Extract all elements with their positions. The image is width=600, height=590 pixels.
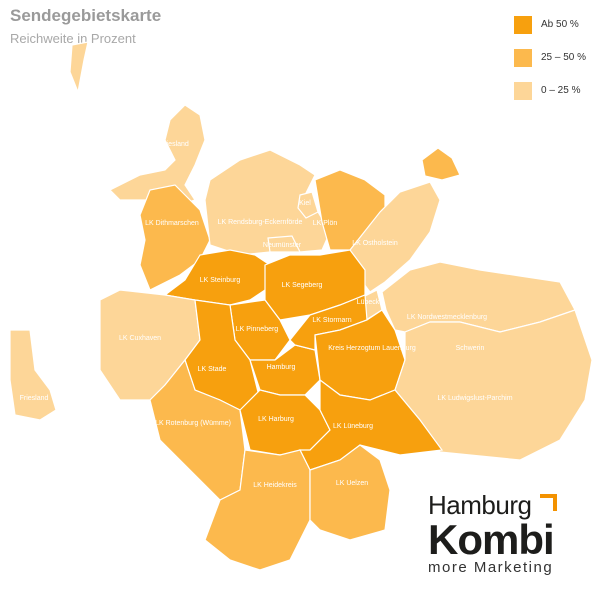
region-label: Kreis Herzogtum Lauenburg [328, 345, 416, 352]
region-label: Friesland [20, 395, 49, 402]
legend-label: 0 – 25 % [541, 85, 581, 96]
region-label: LK Plön [313, 220, 338, 227]
legend-label: 25 – 50 % [541, 52, 587, 63]
logo-line1: Hamburg [428, 490, 532, 520]
region-label: Hamburg [267, 364, 296, 371]
region-neumünster[interactable] [267, 235, 301, 253]
legend-swatch [514, 48, 532, 67]
legend-item-high: Ab 50 % [514, 8, 586, 41]
region-sylt[interactable] [69, 41, 89, 95]
legend-swatch [514, 15, 532, 34]
region-label: LK Steinburg [200, 277, 241, 284]
region-label: LK Pinneberg [236, 326, 279, 333]
region-lk-dithmarschen[interactable] [139, 184, 211, 291]
region-label: LK Uelzen [336, 480, 368, 487]
region-label: Lübeck [357, 299, 380, 306]
legend-item-low: 0 – 25 % [514, 74, 586, 107]
logo-line3: more Marketing [428, 559, 554, 576]
region-label: Neumünster [263, 242, 302, 249]
region-label: LK Ostholstein [352, 240, 398, 247]
region-friesland[interactable] [9, 329, 57, 421]
region-label: LK Stormarn [312, 317, 351, 324]
region-label: LK Rendsburg-Eckernförde [218, 219, 303, 226]
page-subtitle: Reichweite in Prozent [10, 31, 136, 46]
region-label: LK Lüneburg [333, 423, 373, 430]
legend-item-mid: 25 – 50 % [514, 41, 586, 74]
hamburg-kombi-logo: Hamburg Kombi more Marketing [428, 490, 557, 576]
region-label: LK Rotenburg (Wümme) [155, 420, 231, 427]
legend-swatch [514, 81, 532, 100]
logo-line2: Kombi [428, 516, 555, 563]
region-kiel[interactable] [297, 191, 319, 219]
region-label: LK Nordwestmecklenburg [407, 314, 487, 321]
region-label: LK Ludwigslust-Parchim [437, 395, 512, 402]
logo-bracket-icon [540, 494, 557, 511]
legend: Ab 50 % 25 – 50 % 0 – 25 % [514, 8, 586, 107]
region-label: LK Heidekreis [253, 482, 297, 489]
region-label: Schwerin [456, 345, 485, 352]
region-label: LK Harburg [258, 416, 294, 423]
page-title: Sendegebietskarte [10, 6, 162, 25]
region-label: LK Segeberg [282, 282, 323, 289]
region-fehmarn[interactable] [421, 147, 461, 181]
region-label: LK Dithmarschen [145, 220, 199, 227]
region-label: Kiel [299, 200, 311, 207]
region-label: Nordfriesland [147, 141, 189, 148]
region-label: LK Stade [198, 366, 227, 373]
legend-label: Ab 50 % [541, 19, 579, 30]
region-label: LK Cuxhaven [119, 335, 161, 342]
region-lk-uelzen[interactable] [309, 444, 391, 541]
